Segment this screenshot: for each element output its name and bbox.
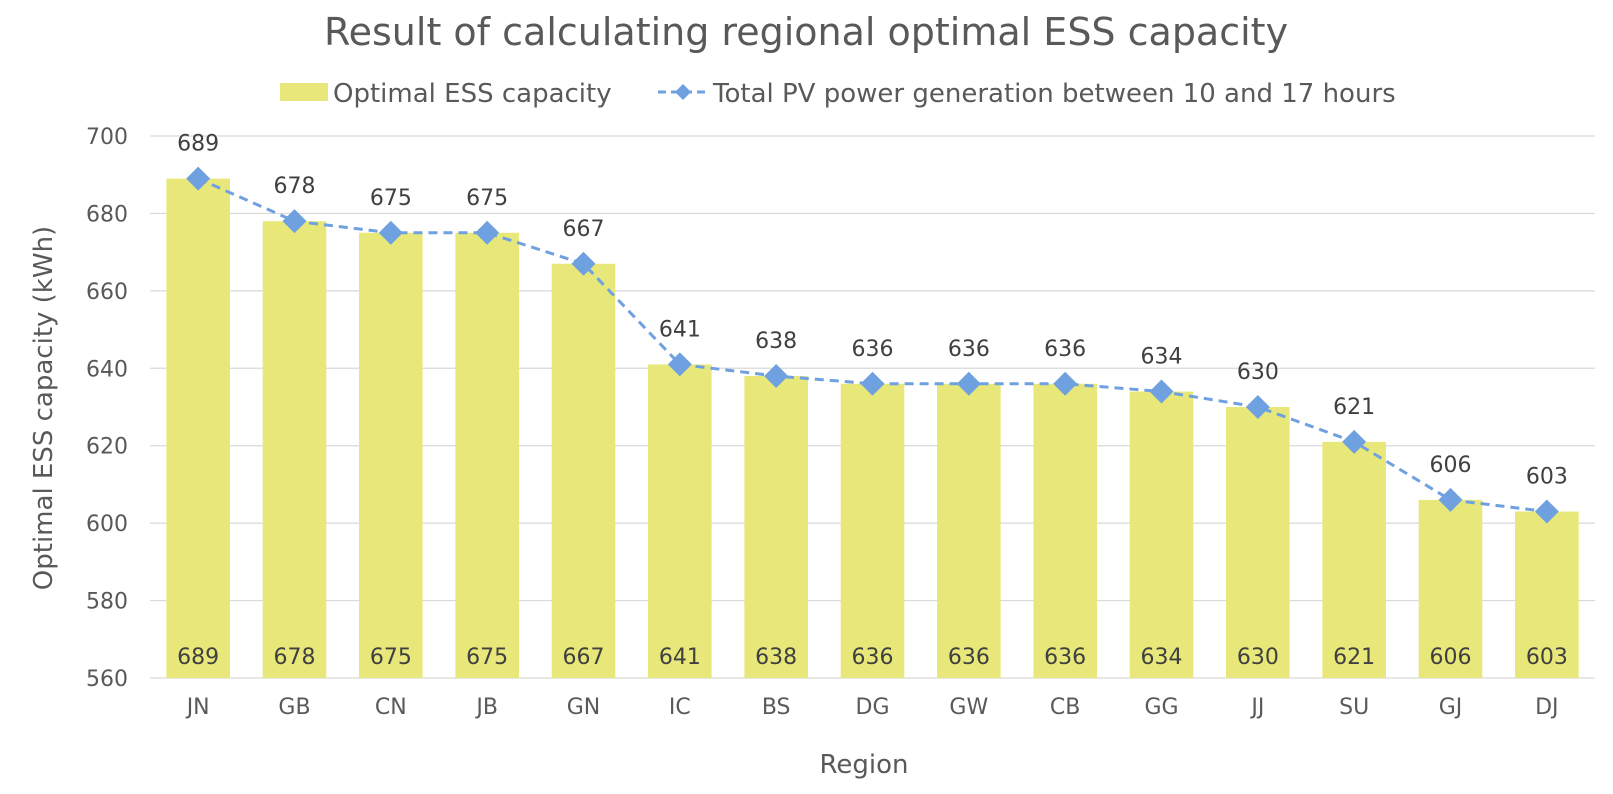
pv-value-label: 638 — [755, 329, 797, 354]
x-tick-label: GJ — [1439, 695, 1463, 720]
pv-value-label: 675 — [466, 186, 508, 211]
bar-value-label: 678 — [274, 645, 316, 670]
pv-value-label: 678 — [274, 174, 316, 199]
bar-dg — [840, 383, 905, 678]
pv-marker-ic — [667, 352, 692, 377]
legend-label-ess: Optimal ESS capacity — [333, 79, 612, 109]
bar-value-label: 621 — [1333, 645, 1375, 670]
bar-bs — [744, 376, 808, 678]
y-axis-title: Optimal ESS capacity (kWh) — [29, 226, 59, 590]
x-axis-title: Region — [819, 750, 908, 780]
bar-value-label: 689 — [177, 645, 219, 670]
x-tick-label: DJ — [1535, 695, 1558, 720]
bar-jb — [455, 232, 519, 679]
y-tick-label: 600 — [86, 512, 128, 537]
bar-ic — [648, 364, 712, 678]
bar-value-label: 675 — [370, 645, 412, 670]
pv-marker-gg — [1149, 379, 1174, 404]
bar-value-label: 606 — [1430, 645, 1472, 670]
bar-value-label: 667 — [563, 645, 605, 670]
bar-value-label: 630 — [1237, 645, 1279, 670]
pv-marker-cn — [378, 220, 403, 245]
bar-gw — [937, 383, 1001, 678]
y-tick-label: 680 — [86, 202, 128, 227]
x-tick-label: JN — [185, 695, 210, 720]
x-tick-label: BS — [762, 695, 791, 720]
y-tick-label: 660 — [86, 280, 128, 305]
x-tick-label: CN — [375, 695, 407, 720]
pv-line — [197, 177, 1548, 514]
pv-value-label: 675 — [370, 186, 412, 211]
legend-swatch-ess — [280, 83, 328, 101]
pv-value-label: 636 — [1044, 337, 1086, 362]
y-tick-label: 580 — [86, 590, 128, 615]
x-tick-label: SU — [1339, 695, 1369, 720]
y-tick-label: 640 — [86, 357, 128, 382]
pv-marker-dj — [1534, 499, 1559, 524]
pv-marker-gb — [282, 209, 307, 234]
y-tick-label: 700 — [86, 125, 128, 150]
bar-gn — [551, 263, 616, 678]
pv-value-label: 621 — [1333, 395, 1375, 420]
bar-value-label: 636 — [948, 645, 990, 670]
pv-marker-jj — [1245, 395, 1270, 419]
pv-value-label: 606 — [1430, 453, 1472, 478]
y-tick-label: 620 — [86, 435, 128, 460]
pv-marker-jn — [186, 166, 211, 191]
legend: Optimal ESS capacity Total PV power gene… — [280, 79, 1396, 109]
bar-su — [1322, 441, 1386, 678]
legend-marker-pv — [675, 84, 691, 100]
pv-value-label: 636 — [852, 337, 894, 362]
bar-gb — [262, 221, 327, 678]
bar-value-labels: 689 678 675 675 667 641 638 636 636 636 634 630 621 6… — [177, 645, 1568, 670]
x-tick-label: JJ — [1249, 695, 1264, 720]
pv-value-label: 636 — [948, 337, 990, 362]
pv-marker-gn — [571, 251, 596, 276]
pv-value-label: 634 — [1141, 345, 1183, 370]
bar-value-label: 603 — [1526, 645, 1568, 670]
pv-value-labels: 689 678 675 675 667 641 638 636 636 636 634 630 621 6… — [177, 132, 1568, 490]
pv-value-label: 603 — [1526, 465, 1568, 490]
pv-value-label: 689 — [177, 132, 219, 157]
bar-value-label: 638 — [755, 645, 797, 670]
bar-jj — [1226, 407, 1290, 678]
pv-marker-bs — [764, 364, 789, 389]
bar-cn — [359, 232, 423, 679]
bar-value-label: 634 — [1141, 645, 1183, 670]
bar-value-label: 675 — [466, 645, 508, 670]
pv-value-label: 667 — [563, 217, 605, 242]
bar-series — [166, 178, 1579, 679]
pv-line-series — [186, 166, 1559, 524]
y-axis-ticks: 560 580 600 620 640 660 680 700 — [86, 125, 128, 692]
pv-marker-gw — [956, 371, 981, 396]
bar-value-label: 636 — [1044, 645, 1086, 670]
pv-value-label: 630 — [1237, 360, 1279, 385]
x-tick-label: DG — [856, 695, 890, 720]
pv-marker-dg — [860, 371, 885, 396]
bar-value-label: 641 — [659, 645, 701, 670]
bar-jn — [166, 178, 230, 679]
bar-dj — [1515, 511, 1579, 678]
pv-marker-gj — [1438, 487, 1463, 512]
x-tick-label: IC — [669, 695, 691, 720]
pv-marker-cb — [1053, 371, 1078, 396]
x-tick-label: GW — [949, 695, 988, 720]
x-tick-label: CB — [1050, 695, 1080, 720]
legend-label-pv: Total PV power generation between 10 and… — [712, 79, 1396, 109]
pv-value-label: 641 — [659, 317, 701, 342]
bar-value-label: 636 — [852, 645, 894, 670]
x-tick-label: GG — [1144, 695, 1178, 720]
bar-gg — [1129, 391, 1194, 678]
x-axis-ticks: JN GB CN JB GN IC BS DG GW CB GG JJ SU GJ DJ — [185, 695, 1559, 720]
x-tick-label: GB — [278, 695, 310, 720]
y-tick-label: 560 — [86, 667, 128, 692]
pv-marker-jb — [475, 220, 500, 245]
bar-gj — [1418, 499, 1483, 678]
bar-cb — [1033, 383, 1097, 678]
chart-title: Result of calculating regional optimal E… — [324, 10, 1288, 54]
x-tick-label: GN — [567, 695, 601, 720]
x-tick-label: JB — [474, 695, 498, 720]
pv-marker-su — [1342, 429, 1367, 454]
